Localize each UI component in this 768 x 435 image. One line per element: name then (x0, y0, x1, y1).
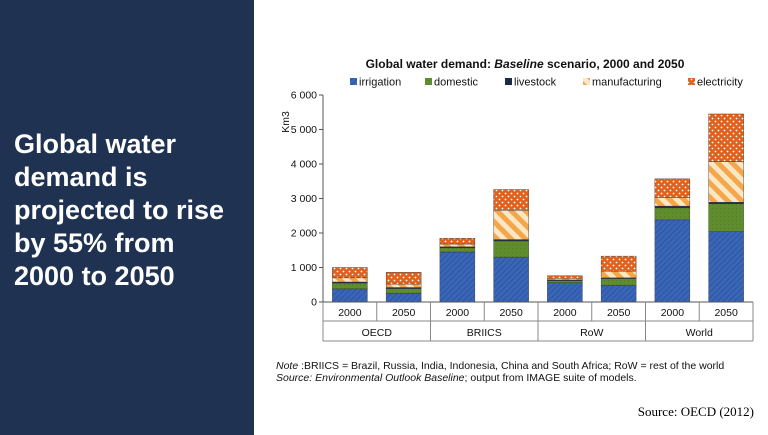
x-tick-label: 2050 (607, 307, 631, 319)
x-tick-label: 2000 (446, 307, 470, 319)
x-tick-label: 2000 (661, 307, 685, 319)
note-text: :BRIICS = Brazil, Russia, India, Indones… (298, 360, 725, 372)
bar-domestic (654, 207, 691, 221)
chart-note: Note :BRIICS = Brazil, Russia, India, In… (276, 360, 724, 384)
x-group-label: BRIICS (467, 327, 502, 339)
bar-irrigation (600, 285, 637, 303)
headline-line: Global water (14, 129, 177, 159)
bar-electricity (708, 113, 744, 162)
bar-domestic (547, 280, 583, 283)
bar-electricity (385, 272, 422, 285)
y-tick-label: 4 000 (291, 159, 317, 171)
x-tick-label: 2050 (714, 307, 738, 319)
note-source-label: Source: Environmental Outlook Baseline (276, 372, 465, 384)
headline-line: by 55% from (14, 228, 175, 258)
y-tick-label: 0 (311, 297, 317, 309)
headline-line: projected to rise (14, 195, 225, 225)
x-tick-label: 2050 (499, 307, 523, 319)
bar-electricity (547, 275, 583, 279)
bar-livestock (708, 202, 744, 204)
legend-swatch-irrigation (350, 78, 357, 85)
bar-irrigation (547, 282, 583, 303)
bar-electricity (493, 189, 529, 211)
source-credit: Source: OECD (2012) (637, 404, 754, 419)
y-axis-label: Km3 (280, 111, 292, 133)
bar-manufacturing (493, 210, 529, 240)
bar-domestic (708, 203, 744, 232)
legend-swatch-manufacturing (583, 78, 590, 85)
y-tick-label: 6 000 (291, 90, 317, 102)
bar-electricity (654, 178, 691, 198)
x-axis: 2000 2050 2000 2050 2000 2050 2000 2050 OECD BRII… (322, 301, 754, 342)
legend-swatch-electricity (688, 78, 695, 85)
x-tick-label: 2050 (392, 307, 416, 319)
legend-label-domestic: domestic (434, 77, 479, 89)
bar-manufacturing (547, 277, 583, 281)
bar-electricity (600, 255, 637, 272)
legend-swatch-livestock (505, 78, 512, 85)
bar-domestic (385, 288, 422, 294)
chart-title: Global water demand: Baseline scenario, … (366, 57, 685, 71)
x-group-label: OECD (362, 327, 393, 339)
bar-manufacturing (654, 197, 691, 207)
headline-line: demand is (14, 162, 148, 192)
x-tick-label: 2000 (338, 307, 362, 319)
legend-label-irrigation: irrigation (359, 77, 401, 89)
bar-livestock (493, 239, 529, 242)
y-tick-label: 2 000 (291, 228, 317, 240)
bars (332, 113, 744, 303)
bar-domestic (493, 240, 529, 258)
bar-irrigation (332, 288, 368, 303)
x-group-label: RoW (580, 327, 603, 339)
legend-label-electricity: electricity (697, 77, 743, 89)
chart-legend: irrigation domestic livestock manufacturing… (350, 77, 743, 89)
note-label: Note (276, 360, 299, 372)
headline-line: 2000 to 2050 (14, 261, 175, 291)
legend-label-manufacturing: manufacturing (592, 77, 662, 89)
bar-irrigation (708, 231, 744, 303)
bar-irrigation (654, 219, 691, 303)
bar-electricity (439, 237, 476, 245)
note-source-text: ; output from IMAGE suite of models. (464, 372, 637, 384)
x-tick-label: 2000 (553, 307, 577, 319)
bar-livestock (654, 205, 691, 209)
bar-irrigation (439, 251, 476, 303)
y-tick-label: 5 000 (291, 124, 317, 136)
bar-manufacturing (332, 277, 368, 283)
bar-manufacturing (439, 243, 476, 247)
y-axis: 0 1 000 2 000 3 000 4 000 5 000 6 000 (291, 90, 324, 309)
legend-label-livestock: livestock (514, 77, 557, 89)
bar-domestic (600, 278, 637, 286)
x-group-label: World (686, 327, 713, 339)
y-tick-label: 1 000 (291, 262, 317, 274)
bar-electricity (332, 267, 368, 279)
bar-domestic (332, 282, 368, 290)
headline: Global water demand is projected to rise… (14, 128, 250, 293)
y-tick-label: 3 000 (291, 193, 317, 205)
bar-irrigation (493, 256, 529, 303)
bar-irrigation (385, 293, 422, 303)
bar-manufacturing (708, 161, 744, 203)
bar-manufacturing (600, 271, 637, 279)
bar-manufacturing (385, 283, 422, 288)
legend-swatch-domestic (425, 78, 432, 85)
bar-domestic (439, 247, 476, 253)
left-panel: Global water demand is projected to rise… (0, 0, 254, 435)
